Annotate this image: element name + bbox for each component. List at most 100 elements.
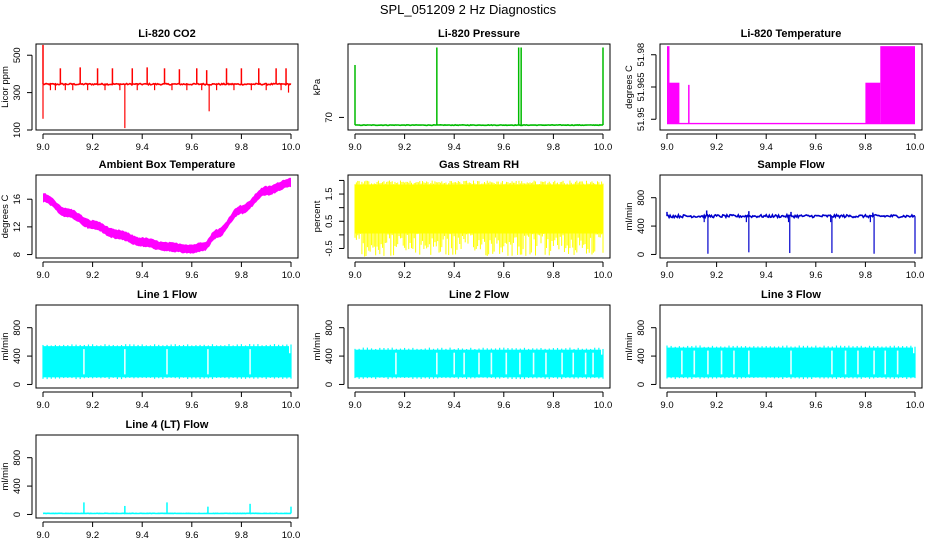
panel-title: Sample Flow bbox=[757, 159, 825, 171]
panel-title: Line 3 Flow bbox=[761, 289, 821, 301]
x-tick-label: 9.0 bbox=[348, 142, 361, 153]
x-tick-label: 9.8 bbox=[235, 400, 248, 411]
series-temperature bbox=[667, 46, 915, 125]
plot-box bbox=[659, 304, 923, 389]
x-tick-label: 9.8 bbox=[859, 400, 872, 411]
series-co2 bbox=[42, 44, 292, 129]
x-tick-label: 9.0 bbox=[660, 400, 673, 411]
y-tick-label: 800 bbox=[12, 320, 23, 336]
plot-box bbox=[35, 43, 299, 131]
x-axis: 9.0 9.2 9.4 9.6 9.8 10.0 bbox=[36, 391, 301, 411]
y-tick-label: 400 bbox=[636, 348, 647, 364]
panel-3: Li-820 Temperature 9.0 9.2 9.4 9.6 9.8 10.0 51.… bbox=[624, 28, 924, 153]
data-tail bbox=[598, 354, 603, 378]
y-tick-label: 0 bbox=[324, 382, 335, 387]
y-axis: 51.95 51.965 51.98 bbox=[636, 43, 657, 131]
x-tick-label: 9.2 bbox=[398, 400, 411, 411]
x-tick-label: 9.2 bbox=[86, 270, 99, 281]
x-tick-label: 9.8 bbox=[235, 530, 248, 540]
y-tick-label: 400 bbox=[636, 218, 647, 234]
series-box-temperature bbox=[43, 177, 291, 254]
plot-box bbox=[659, 174, 923, 259]
panel-title: Gas Stream RH bbox=[439, 159, 519, 171]
y-tick-label: 400 bbox=[12, 478, 23, 494]
x-tick-label: 10.0 bbox=[282, 400, 301, 411]
series-line-4 bbox=[42, 502, 292, 515]
y-axis: 100 300 500 bbox=[12, 47, 33, 138]
x-tick-label: 9.0 bbox=[36, 400, 49, 411]
x-axis: 9.0 9.2 9.4 9.6 9.8 10.0 bbox=[660, 261, 924, 281]
y-tick-label: 800 bbox=[324, 320, 335, 336]
x-tick-label: 9.0 bbox=[660, 270, 673, 281]
panel-title: Ambient Box Temperature bbox=[99, 159, 236, 171]
y-axis-label: ml/min bbox=[624, 333, 635, 361]
x-tick-label: 9.2 bbox=[710, 270, 723, 281]
x-tick-label: 9.4 bbox=[760, 400, 773, 411]
panel-1: Li-820 CO2 9.0 9.2 9.4 9.6 9.8 10.0 100 300 500Li… bbox=[0, 28, 300, 153]
x-tick-label: 10.0 bbox=[906, 142, 925, 153]
plot-box bbox=[35, 304, 299, 389]
x-tick-label: 9.2 bbox=[86, 400, 99, 411]
x-tick-label: 9.2 bbox=[398, 270, 411, 281]
x-tick-label: 9.8 bbox=[859, 270, 872, 281]
panel-5: Gas Stream RH 9.0 9.2 9.4 9.6 9.8 10.0 -0.5 0.5 1… bbox=[312, 159, 612, 281]
y-tick-label: 400 bbox=[324, 348, 335, 364]
panel-title: Line 2 Flow bbox=[449, 289, 509, 301]
x-tick-label: 9.8 bbox=[859, 142, 872, 153]
data-band bbox=[43, 177, 291, 254]
panel-2: Li-820 Pressure 9.0 9.2 9.4 9.6 9.8 10.0 70 kPa bbox=[312, 28, 612, 153]
x-tick-label: 9.4 bbox=[448, 400, 461, 411]
series-rh bbox=[354, 180, 604, 257]
y-tick-label: 0 bbox=[12, 382, 23, 387]
y-axis-label: degrees C bbox=[624, 65, 635, 109]
x-tick-label: 9.2 bbox=[710, 400, 723, 411]
data-block bbox=[880, 46, 915, 124]
y-tick-label: 0 bbox=[636, 382, 647, 387]
x-tick-label: 10.0 bbox=[594, 142, 613, 153]
y-tick-label: 800 bbox=[12, 450, 23, 466]
panel-title: Li-820 Pressure bbox=[438, 28, 520, 40]
x-axis: 9.0 9.2 9.4 9.6 9.8 10.0 bbox=[348, 133, 613, 153]
x-axis: 9.0 9.2 9.4 9.6 9.8 10.0 bbox=[660, 391, 925, 411]
y-tick-label: 800 bbox=[636, 190, 647, 206]
data-line bbox=[354, 123, 603, 127]
x-tick-label: 9.6 bbox=[497, 142, 510, 153]
x-tick-label: 9.6 bbox=[185, 400, 198, 411]
plot-box bbox=[659, 43, 923, 131]
x-tick-label: 9.6 bbox=[185, 142, 198, 153]
x-tick-label: 9.6 bbox=[809, 270, 822, 281]
y-axis: 8 12 16 bbox=[12, 194, 33, 257]
plot-box bbox=[35, 434, 299, 519]
x-tick-label: 9.4 bbox=[136, 530, 149, 540]
series-line-3 bbox=[666, 345, 916, 380]
panel-8: Line 2 Flow 9.0 9.2 9.4 9.6 9.8 10.0 0 400 800ml/… bbox=[312, 289, 612, 411]
y-tick-label: 100 bbox=[12, 122, 23, 138]
x-tick-label: 9.6 bbox=[809, 142, 822, 153]
x-tick-label: 9.8 bbox=[547, 270, 560, 281]
plot-box bbox=[35, 174, 299, 259]
x-tick-label: 9.0 bbox=[348, 270, 361, 281]
y-tick-label: 500 bbox=[12, 47, 23, 63]
x-tick-label: 9.4 bbox=[448, 270, 461, 281]
data-line bbox=[42, 82, 292, 87]
x-tick-label: 10.0 bbox=[906, 400, 925, 411]
x-axis: 9.0 9.2 9.4 9.6 9.8 10.0 bbox=[36, 133, 300, 153]
y-tick-label: 12 bbox=[12, 222, 23, 233]
panel-title: Li-820 Temperature bbox=[741, 28, 842, 40]
y-tick-label: 51.95 bbox=[636, 107, 647, 131]
data-tail bbox=[910, 353, 915, 378]
data-block bbox=[688, 84, 690, 124]
x-tick-label: 9.6 bbox=[185, 270, 198, 281]
series-line-1 bbox=[42, 344, 292, 380]
x-tick-label: 9.0 bbox=[36, 270, 49, 281]
x-tick-label: 9.8 bbox=[235, 142, 248, 153]
y-tick-label: 0 bbox=[636, 252, 647, 257]
y-axis-label: ml/min bbox=[312, 333, 323, 361]
x-tick-label: 9.8 bbox=[547, 142, 560, 153]
y-tick-label: 800 bbox=[636, 320, 647, 336]
x-axis: 9.0 9.2 9.4 9.6 9.8 10.0 bbox=[660, 133, 925, 153]
data-tail bbox=[283, 353, 291, 378]
y-tick-label: 51.98 bbox=[636, 43, 647, 67]
y-tick-label: 8 bbox=[12, 252, 23, 257]
